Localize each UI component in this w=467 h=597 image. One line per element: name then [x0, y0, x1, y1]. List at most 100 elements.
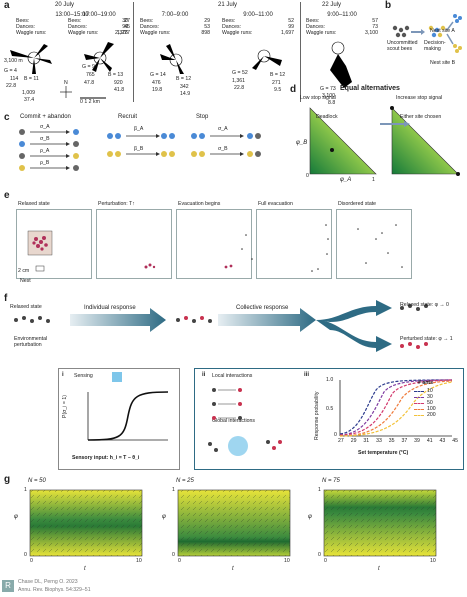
annot: 22.8: [6, 83, 17, 89]
g-plots: [29, 489, 437, 557]
rate-label: ρ_A: [40, 148, 50, 154]
date-21-july: 21 July: [218, 2, 238, 8]
temp-tick: 45: [452, 438, 458, 444]
g-ylabel-1: φ: [14, 514, 18, 520]
legend-item-10: 10: [414, 388, 436, 394]
annot: G = 14: [150, 72, 166, 78]
annot: B = 12: [176, 76, 192, 82]
annot: 476: [152, 80, 161, 86]
local-label: Local interactions: [212, 373, 253, 379]
uncommitted-label: Uncommitted scout bees: [387, 40, 418, 52]
temp-tick: 33: [376, 438, 382, 444]
footer-line1: Chase DL, Perng O. 2023: [18, 579, 78, 585]
footer-line2: Annu. Rev. Biophys. 54:329–51: [18, 587, 91, 593]
g-xlabel: t: [378, 566, 380, 572]
panel-b-diagram: [392, 14, 462, 53]
p-axis: P(σ_i = 1): [62, 395, 68, 418]
increase-stop-label: Increase stop signal: [396, 95, 443, 101]
g-xtick: 0: [324, 558, 327, 564]
g-xtick: 0: [178, 558, 181, 564]
g-ylabel-2: φ: [162, 514, 166, 520]
g-ytick-1b: 1: [172, 487, 175, 493]
e-ant-scatter: [27, 224, 403, 272]
temp-tick: 37: [401, 438, 408, 444]
temp-tick: 41: [426, 438, 433, 444]
g-xtick: 0: [30, 558, 33, 564]
commit-title: Commit + abandon: [20, 114, 71, 120]
rate-label: β_B: [134, 146, 144, 152]
publisher-logo: R: [2, 580, 14, 592]
g-ytick-0: 0: [24, 552, 27, 558]
sensory-label: Sensory input: h_i = T − θ_i: [72, 455, 140, 461]
phi-b-label: φ_B: [296, 140, 308, 146]
individual-label: Individual response: [84, 305, 136, 311]
e-frame-2: [96, 209, 172, 279]
annot: G = 9: [82, 64, 95, 70]
g-xtick: 10: [284, 558, 290, 564]
interaction-diagram: [208, 388, 282, 456]
response-chart: [339, 379, 453, 437]
panel-d-title: Equal alternatives: [340, 85, 400, 92]
panel-f-flow: [14, 300, 428, 352]
legend: 10 30 50 100 200: [414, 388, 436, 418]
e-title-1: Relaxed state: [18, 201, 50, 207]
stop-title: Stop: [196, 114, 209, 120]
legend-swatch-200: [414, 414, 424, 416]
curve-10: [339, 379, 453, 435]
g-ylabel-3: φ: [308, 514, 312, 520]
g-xlabel: t: [232, 566, 234, 572]
rate-label: σ_A: [40, 124, 50, 130]
panel-d-triangles: [309, 106, 460, 176]
nest-label: Nest: [20, 278, 31, 284]
g-ytick-1c: 1: [318, 487, 321, 493]
panel-e-label: e: [4, 190, 10, 201]
session-4: 9:00–11:00 Bees: 52 Dances: 99 Waggle runs…: [222, 12, 294, 36]
panel-f-label: f: [4, 293, 8, 304]
sub-ii-box: [194, 368, 464, 470]
annot: B = 12: [270, 72, 286, 78]
legend-swatch-30: [414, 396, 424, 398]
perturbed-out: Perturbed state: φ → 1: [400, 336, 453, 342]
g-n-3: N = 75: [322, 478, 340, 484]
sensing-label: Sensing: [74, 373, 93, 379]
annot: 765: [86, 72, 95, 78]
temp-tick: 27: [338, 438, 344, 444]
annot: 3,100: [322, 93, 335, 99]
e-title-3: Evacuation begins: [178, 201, 221, 207]
e-frame-5: [336, 209, 412, 279]
recruit-title: Recruit: [118, 114, 138, 120]
annot: 3,100 m: [4, 58, 23, 64]
env-perturb-label: Environmental perturbation: [14, 336, 48, 348]
global-label: Global interactions: [212, 418, 255, 424]
annot: 271: [272, 80, 281, 86]
annot: 41.8: [114, 87, 125, 93]
session-1: 13:00–15:00 Bees: 30 Dances: 90 Waggle run…: [16, 12, 128, 36]
legend-swatch-50: [414, 402, 424, 404]
panel-a-label: a: [4, 0, 10, 11]
g-n-2: N = 25: [176, 478, 194, 484]
rate-label: σ_B: [218, 146, 228, 152]
e-frame-1: [16, 209, 92, 279]
temp-tick: 35: [388, 438, 395, 444]
sensing-square: [112, 372, 122, 382]
curve-100: [339, 380, 453, 437]
panel-g-label: g: [4, 474, 11, 485]
site-a-label: Nest site A: [430, 28, 455, 34]
legend-swatch-100: [414, 408, 424, 410]
sub-ii-label: ii: [202, 372, 206, 378]
legend-item-200: 200: [414, 412, 436, 418]
g-xlabel: t: [84, 566, 86, 572]
site-b-label: Nest site B: [430, 60, 456, 66]
rate-label: σ_A: [218, 126, 228, 132]
annot: 1,009: [22, 90, 35, 96]
divider: [133, 2, 134, 102]
date-20-july: 20 July: [55, 2, 75, 8]
legend-title: # ants: [418, 380, 433, 386]
annot: G = 52: [232, 70, 248, 76]
scale-2cm: 2 cm: [18, 268, 30, 274]
y-tick-0: 0: [334, 432, 337, 438]
tick-0: 0: [306, 173, 309, 179]
annot: G = 73: [320, 86, 336, 92]
y-tick-05: 0.5: [326, 406, 334, 412]
e-title-2: Perturbation: T↑: [98, 201, 135, 207]
